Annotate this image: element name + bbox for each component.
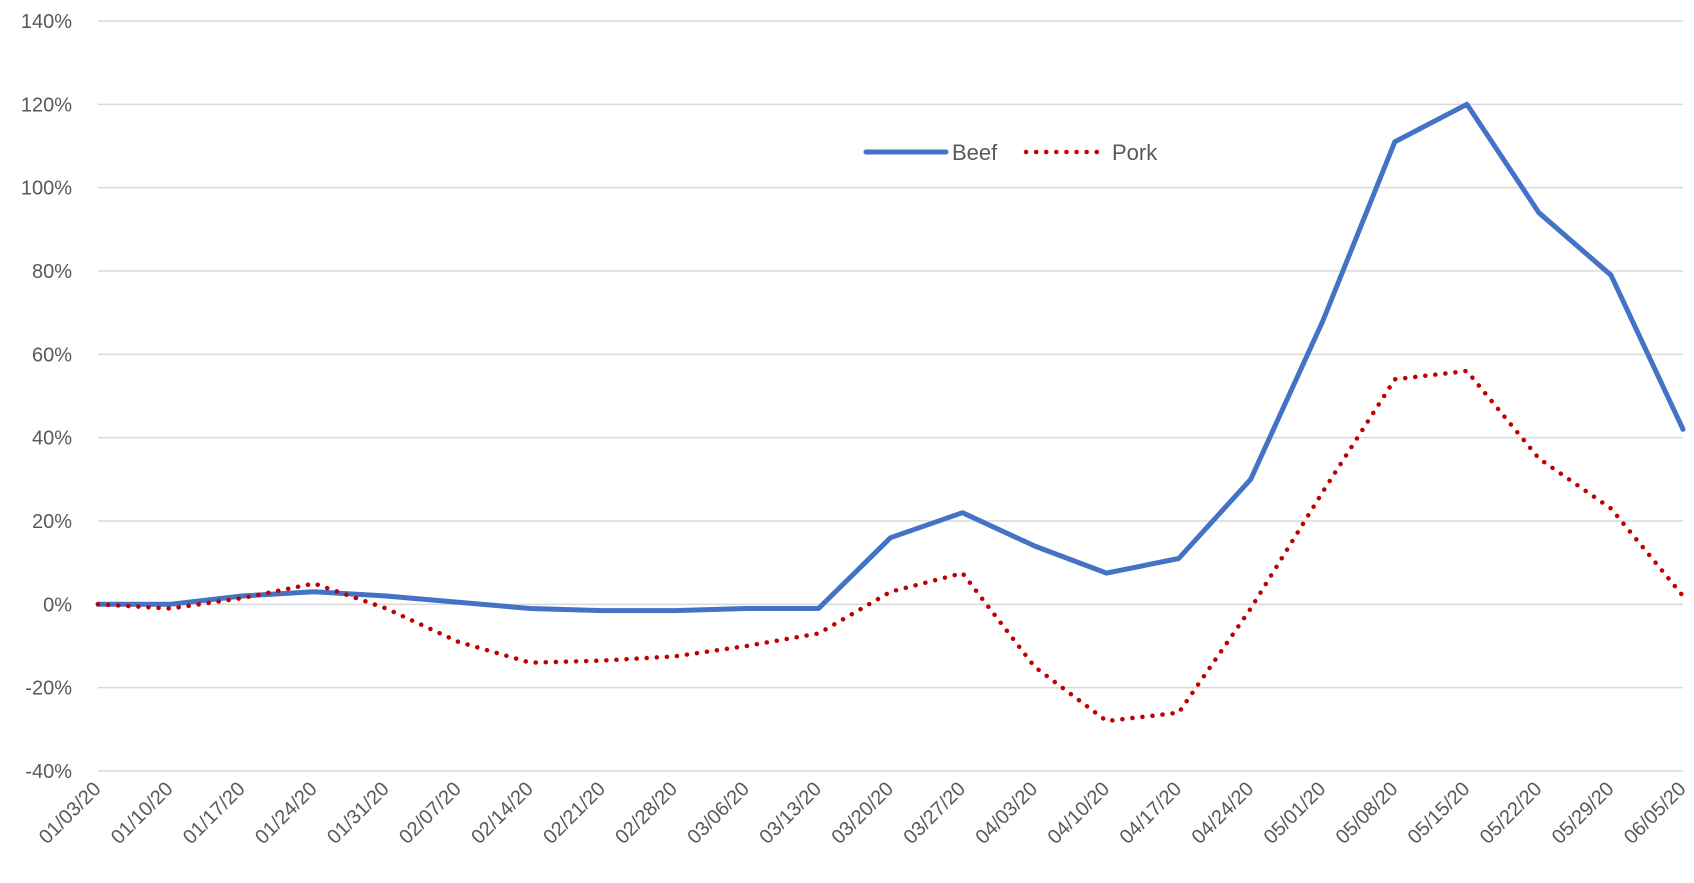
y-tick-label: -40% <box>25 761 72 783</box>
data-point-pork <box>311 581 317 587</box>
legend-item-beef: Beef <box>863 140 998 165</box>
grid-lines <box>98 20 1683 772</box>
series-lines <box>95 101 1686 724</box>
series-line-beef <box>95 101 1686 614</box>
x-tick-label: 04/17/20 <box>1116 778 1187 849</box>
series-line-pork <box>95 368 1686 724</box>
data-point-pork <box>1464 368 1470 374</box>
x-tick-label: 05/22/20 <box>1476 778 1547 849</box>
data-point-pork <box>167 606 173 612</box>
data-point-pork <box>1608 506 1614 512</box>
data-point-beef <box>1104 570 1110 576</box>
data-point-pork <box>527 660 533 666</box>
data-point-pork <box>1104 718 1110 724</box>
legend: Beef Pork <box>863 140 1158 165</box>
data-point-beef <box>1320 318 1326 324</box>
data-point-pork <box>1248 606 1254 612</box>
y-tick-label: 0% <box>43 594 72 616</box>
x-tick-label: 05/29/20 <box>1548 778 1619 849</box>
x-tick-label: 03/06/20 <box>683 778 754 849</box>
data-point-pork <box>383 606 389 612</box>
x-tick-label: 02/21/20 <box>539 778 610 849</box>
data-point-beef <box>1032 543 1038 549</box>
data-point-beef <box>527 606 533 612</box>
data-point-beef <box>383 593 389 599</box>
y-tick-label: 100% <box>21 178 72 200</box>
x-tick-label: 02/07/20 <box>395 778 466 849</box>
data-point-pork <box>960 570 966 576</box>
x-tick-label: 05/01/20 <box>1260 778 1331 849</box>
data-point-beef <box>1464 101 1470 107</box>
data-point-pork <box>1536 456 1542 462</box>
data-point-pork <box>95 601 101 607</box>
x-tick-label: 01/03/20 <box>35 778 106 849</box>
x-tick-label: 03/13/20 <box>755 778 826 849</box>
x-tick-label: 06/05/20 <box>1620 778 1691 849</box>
y-axis-tick-labels: -40% -20% 0% 20% 40% 60% 80% 100% 120% 140% <box>21 11 72 783</box>
x-tick-label: 03/20/20 <box>827 778 898 849</box>
data-point-pork <box>815 631 821 637</box>
data-point-beef <box>1176 556 1182 562</box>
x-tick-label: 04/10/20 <box>1044 778 1115 849</box>
data-point-beef <box>599 608 605 614</box>
x-tick-label: 05/15/20 <box>1404 778 1475 849</box>
x-tick-label: 01/31/20 <box>323 778 394 849</box>
y-tick-label: 120% <box>21 94 72 116</box>
data-point-pork <box>1680 593 1686 599</box>
data-point-pork <box>239 595 245 601</box>
x-tick-label: 04/03/20 <box>972 778 1043 849</box>
data-point-pork <box>743 643 749 649</box>
y-tick-label: 20% <box>32 511 72 533</box>
x-tick-label: 02/28/20 <box>611 778 682 849</box>
x-tick-label: 03/27/20 <box>899 778 970 849</box>
data-point-beef <box>960 510 966 516</box>
data-point-pork <box>888 589 894 595</box>
data-point-pork <box>1320 489 1326 495</box>
x-tick-label: 01/17/20 <box>179 778 250 849</box>
legend-label-pork: Pork <box>1112 140 1158 165</box>
legend-item-pork: Pork <box>1023 140 1158 165</box>
data-point-pork <box>1032 664 1038 670</box>
x-tick-label: 04/24/20 <box>1188 778 1259 849</box>
data-point-pork <box>599 658 605 664</box>
y-tick-label: 140% <box>21 11 72 33</box>
data-point-beef <box>1392 139 1398 145</box>
data-point-beef <box>1248 476 1254 482</box>
legend-label-beef: Beef <box>952 140 998 165</box>
y-tick-label: 40% <box>32 428 72 450</box>
data-point-beef <box>1680 426 1686 432</box>
data-point-pork <box>455 639 461 645</box>
y-tick-label: -20% <box>25 678 72 700</box>
data-point-beef <box>888 535 894 541</box>
x-tick-label: 02/14/20 <box>467 778 538 849</box>
y-tick-label: 80% <box>32 261 72 283</box>
data-point-beef <box>455 599 461 605</box>
data-point-beef <box>671 608 677 614</box>
data-point-pork <box>1176 710 1182 716</box>
data-point-beef <box>743 606 749 612</box>
data-point-beef <box>311 589 317 595</box>
data-point-beef <box>1608 272 1614 278</box>
data-point-beef <box>1536 210 1542 216</box>
x-axis-tick-labels: 01/03/20 01/10/20 01/17/20 01/24/20 01/31/20… <box>35 778 1691 849</box>
y-tick-label: 60% <box>32 344 72 366</box>
x-tick-label: 05/08/20 <box>1332 778 1403 849</box>
x-tick-label: 01/10/20 <box>107 778 178 849</box>
x-tick-label: 01/24/20 <box>251 778 322 849</box>
data-point-pork <box>1392 376 1398 382</box>
data-point-beef <box>815 606 821 612</box>
data-point-pork <box>671 653 677 659</box>
